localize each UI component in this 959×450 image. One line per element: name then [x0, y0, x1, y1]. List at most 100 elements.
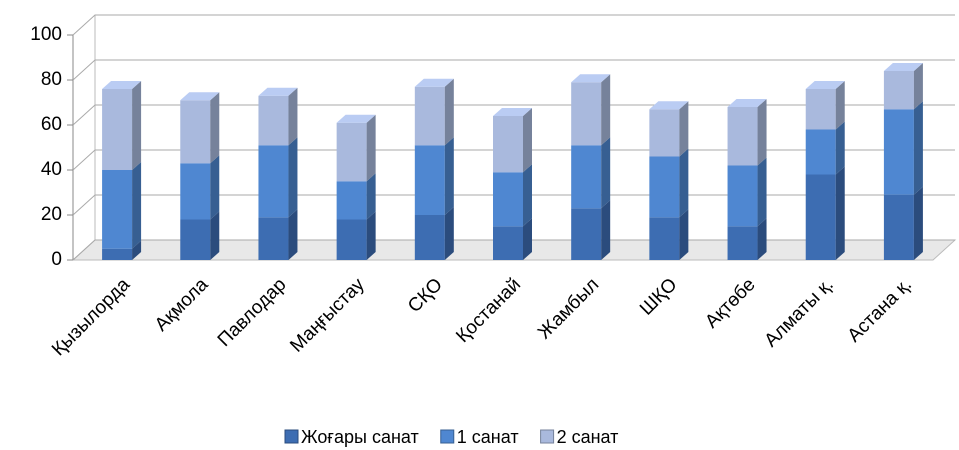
bar-top: [571, 74, 611, 83]
bar-side: [288, 137, 298, 218]
x-tick-label: Қостанай: [452, 274, 525, 347]
bar: [805, 129, 836, 175]
x-tick-label: Маңғыстау: [286, 274, 369, 357]
legend-label: 2 санат: [557, 427, 619, 447]
bar-side: [757, 157, 767, 227]
bar-stack: [649, 101, 689, 260]
y-tick-label: 100: [30, 24, 62, 45]
bar-stack: [258, 87, 298, 260]
bar: [180, 219, 211, 260]
grid-line: [72, 59, 955, 81]
bar: [258, 95, 289, 146]
bar-top: [336, 114, 376, 123]
bar: [649, 156, 680, 218]
bar: [336, 122, 367, 182]
bar-side: [679, 209, 689, 260]
bar-side: [913, 101, 923, 195]
bar-side: [444, 78, 454, 146]
bar-side: [523, 164, 532, 227]
bar: [180, 163, 211, 220]
y-tick-label: 20: [41, 204, 62, 225]
bar-side: [132, 81, 142, 170]
bar-side: [913, 63, 923, 110]
bar-top: [414, 78, 454, 87]
x-tick-label: Қызылорда: [48, 274, 134, 360]
bar-stack: [493, 108, 532, 260]
bar: [727, 107, 758, 166]
bar-side: [523, 218, 532, 260]
bar-side: [601, 200, 611, 260]
y-tick-label: 40: [41, 159, 62, 180]
bar: [649, 217, 680, 260]
bar-top: [649, 101, 689, 110]
legend-swatch: [540, 429, 555, 444]
bar: [883, 109, 914, 195]
bar-side: [757, 99, 767, 166]
bar-top: [805, 81, 845, 89]
bar-side: [366, 114, 376, 182]
bar: [493, 172, 523, 227]
x-tick-label: Алматы қ.: [761, 274, 838, 351]
bar-side: [601, 74, 611, 146]
bar: [102, 170, 133, 249]
bar-top: [883, 63, 923, 71]
bar-stack: [883, 63, 923, 260]
bar-side: [366, 173, 376, 220]
bar: [571, 145, 602, 209]
x-tick-label: Астана қ.: [844, 274, 916, 346]
bar: [102, 248, 133, 260]
x-tick-label: Ақмола: [151, 274, 213, 336]
bar-side: [132, 162, 142, 249]
bar: [336, 181, 367, 220]
bar: [336, 219, 367, 260]
bar-stack: [336, 114, 376, 260]
y-tick-label: 60: [41, 114, 62, 135]
bar-side: [210, 211, 220, 260]
bar: [414, 145, 445, 215]
bar-side: [366, 211, 376, 260]
bar-stack: [414, 78, 454, 260]
bar: [102, 89, 133, 170]
bar-side: [913, 186, 923, 260]
bar-stack: [180, 92, 220, 260]
bar-top: [180, 92, 220, 101]
bar-side: [132, 240, 142, 260]
grid-line: [72, 14, 955, 36]
x-tick-label: Ақтөбе: [701, 274, 759, 332]
bar-top: [258, 87, 298, 96]
bar-side: [210, 92, 220, 164]
bar-stack: [571, 74, 611, 260]
bar-side: [757, 218, 767, 260]
x-tick-label: ШҚО: [636, 274, 681, 319]
bar: [805, 89, 836, 130]
x-tick-label: Жамбыл: [534, 274, 603, 343]
bar: [649, 109, 680, 157]
bar-stack: [805, 81, 845, 260]
bar-side: [288, 87, 298, 146]
bar-top: [493, 108, 532, 116]
bar-top: [727, 99, 767, 107]
x-tick-label: Павлодар: [214, 274, 291, 351]
bar: [414, 215, 445, 260]
bar-side: [288, 209, 298, 260]
legend-label: Жоғары санат: [301, 427, 419, 447]
bar-side: [679, 148, 689, 218]
bar-side: [444, 207, 454, 260]
bar-top: [102, 81, 142, 89]
bar: [414, 86, 445, 146]
bar-side: [444, 137, 454, 215]
bar: [571, 208, 602, 260]
bar-stack: [102, 81, 142, 260]
bar-side: [835, 121, 845, 175]
bar: [883, 71, 914, 110]
legend-swatch: [440, 429, 455, 444]
y-tick-label: 80: [41, 69, 62, 90]
bar: [805, 174, 836, 260]
x-tick-label: СҚО: [404, 274, 447, 317]
y-tick-label: 0: [51, 249, 62, 270]
bar: [258, 217, 289, 260]
bar: [258, 145, 289, 218]
legend-label: 1 санат: [457, 427, 519, 447]
bar-side: [523, 108, 532, 173]
